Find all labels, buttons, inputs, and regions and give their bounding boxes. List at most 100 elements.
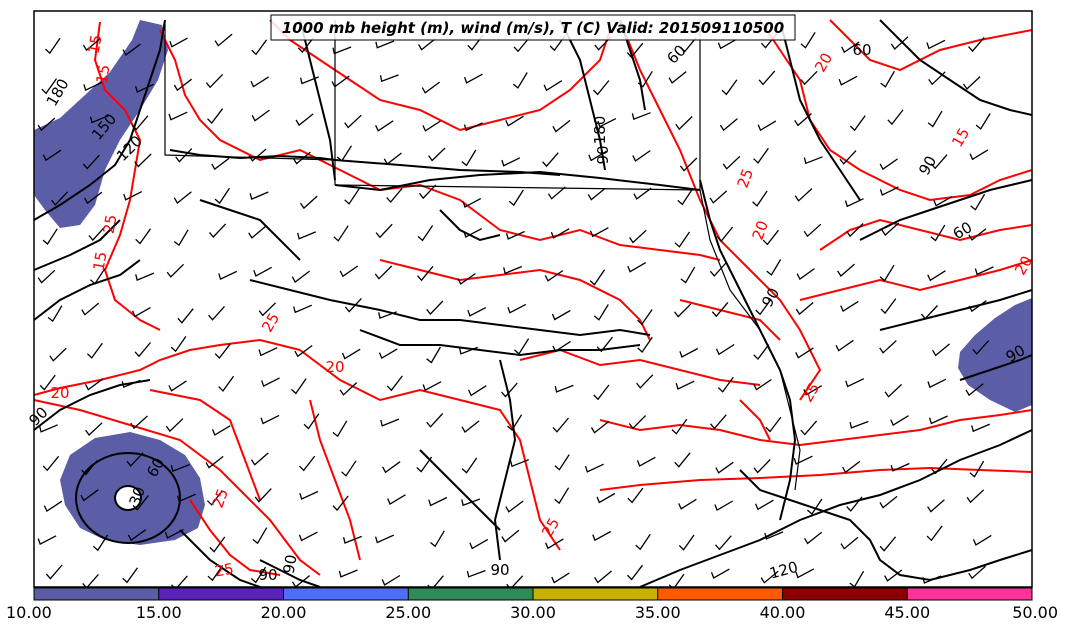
wind-barb <box>513 338 530 355</box>
wind-barb <box>881 222 900 236</box>
wind-barb <box>168 380 187 392</box>
wind-barb <box>462 198 482 208</box>
wind-barb <box>765 416 782 433</box>
colorbar-segment <box>34 588 159 600</box>
wind-barb <box>930 154 948 170</box>
wind-barb <box>165 418 184 433</box>
wind-barb <box>375 40 395 49</box>
wind-barb <box>134 83 154 93</box>
wind-barb <box>551 572 570 584</box>
wind-barb <box>254 488 272 503</box>
wind-barb <box>173 78 192 92</box>
wind-barb <box>884 569 903 582</box>
wind-barb <box>214 33 233 47</box>
wind-barb <box>709 190 728 204</box>
wind-barb <box>554 384 574 393</box>
wind-barb <box>753 378 772 391</box>
wind-barb <box>426 346 441 364</box>
colorbar-segment <box>533 588 658 600</box>
wind-barb <box>584 463 604 473</box>
colorbar-segment <box>657 588 783 600</box>
wind-shade-east <box>958 298 1032 412</box>
wind-barb <box>930 224 946 242</box>
wind-barb <box>674 303 692 318</box>
wind-barb <box>207 108 224 124</box>
map-frame <box>33 10 1033 588</box>
wind-barb <box>468 385 487 397</box>
wind-barb <box>303 413 320 430</box>
wind-barb <box>637 336 653 353</box>
wind-barb <box>754 499 774 511</box>
wind-barb <box>716 226 734 242</box>
wind-barb <box>214 343 231 359</box>
wind-barb <box>297 37 314 53</box>
wind-barb <box>715 461 734 474</box>
wind-barb <box>920 305 938 320</box>
wind-barb <box>794 188 813 202</box>
wind-barb <box>386 187 403 203</box>
wind-barb <box>291 270 310 283</box>
wind-barb <box>206 490 223 506</box>
colorbar-tick-label: 50.00 <box>1012 603 1058 622</box>
wind-barb <box>719 118 738 132</box>
height-contour-label: 180 <box>591 116 609 145</box>
wind-barb <box>83 81 103 92</box>
wind-barb <box>501 529 520 543</box>
wind-barb <box>795 347 814 359</box>
wind-barb <box>290 378 307 395</box>
height-contours <box>33 19 1033 588</box>
wind-barb <box>250 76 269 88</box>
wind-barb <box>253 266 273 277</box>
wind-barb <box>626 42 644 59</box>
wind-barb <box>250 452 269 466</box>
wind-barb <box>418 37 437 51</box>
wind-barb <box>633 187 652 200</box>
temperature-contour-label: 15 <box>90 250 111 272</box>
wind-barb <box>461 149 477 167</box>
wind-barb <box>677 189 693 206</box>
wind-barb <box>507 414 523 431</box>
wind-barb <box>501 157 521 167</box>
wind-barb <box>968 36 985 53</box>
wind-barb <box>381 574 401 586</box>
wind-barb <box>176 493 196 503</box>
wind-barb <box>378 348 398 360</box>
temperature-contour-label: 25 <box>100 213 121 235</box>
wind-barb <box>715 343 735 356</box>
wind-barb <box>849 115 866 132</box>
temperature-contour-label: 20 <box>50 384 69 402</box>
wind-barb <box>261 377 280 388</box>
wind-barb <box>627 487 644 504</box>
wind-barb <box>972 340 990 355</box>
wind-barb <box>674 452 691 468</box>
wind-barb <box>928 71 946 86</box>
wind-barb <box>845 378 865 388</box>
wind-barb <box>207 565 224 582</box>
wind-barb <box>39 374 56 391</box>
wind-barb <box>81 460 98 476</box>
wind-barb <box>344 188 360 205</box>
wind-barb <box>131 115 149 131</box>
wind-barb <box>547 186 566 200</box>
wind-barb <box>721 79 738 96</box>
wind-barb <box>803 385 823 396</box>
wind-barb <box>430 530 445 548</box>
wind-barb <box>218 270 238 281</box>
height-contour-label: 90 <box>594 145 612 164</box>
wind-barb <box>292 151 311 165</box>
colorbar-tick-label: 45.00 <box>884 603 930 622</box>
wind-barb <box>170 463 190 472</box>
wind-barb <box>636 374 654 389</box>
wind-barb <box>879 158 898 171</box>
wind-barb <box>588 150 607 162</box>
colorbar <box>34 588 1032 600</box>
wind-barb <box>43 500 63 513</box>
wind-barb <box>760 570 779 584</box>
wind-barb <box>554 487 570 505</box>
wind-barb <box>260 414 280 425</box>
wind-barb <box>968 228 987 241</box>
wind-barb <box>49 347 67 362</box>
wind-barb <box>513 36 531 53</box>
wind-barb <box>968 565 986 580</box>
wind-barb <box>969 460 985 478</box>
